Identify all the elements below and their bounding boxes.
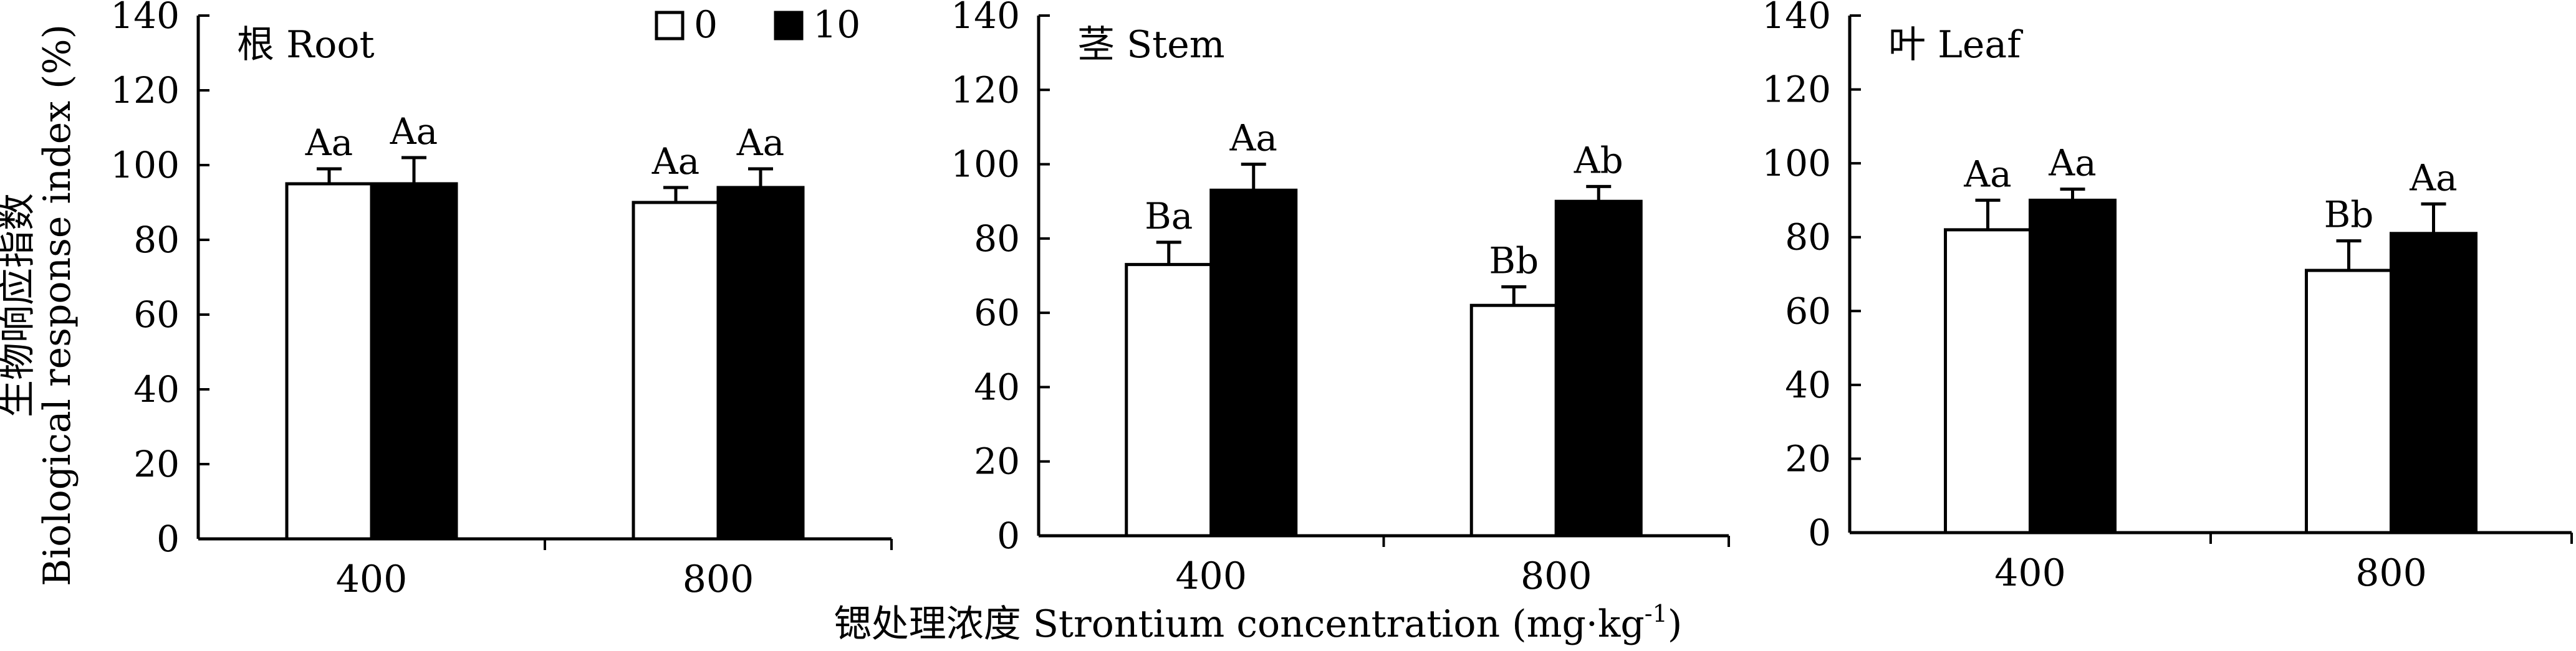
legend-swatch-10 <box>774 11 804 40</box>
significance-letter: Aa <box>2048 142 2096 184</box>
significance-letter: Aa <box>2409 156 2457 199</box>
y-tick-label: 40 <box>133 368 180 411</box>
x-axis-label-main: 锶处理浓度 Strontium concentration (mg·kg <box>834 602 1645 646</box>
bar <box>1125 263 1213 538</box>
y-tick-label: 100 <box>951 143 1020 186</box>
significance-letter: Aa <box>1963 153 2011 195</box>
legend-label: 0 <box>694 3 718 47</box>
bar <box>632 201 720 541</box>
y-tick-label: 60 <box>133 293 180 336</box>
significance-letter: Aa <box>736 121 784 164</box>
x-axis-label: 锶处理浓度 Strontium concentration (mg·kg-1) <box>834 600 1682 646</box>
bar <box>285 182 373 541</box>
panel-2: 0 20 40 60 80 100 120 140 400 Ba Aa 800 Bb Ab 茎 Stem <box>951 0 1730 598</box>
significance-letter: Aa <box>305 121 353 164</box>
bar <box>716 186 805 541</box>
legend: 0 10 <box>655 3 860 47</box>
bar <box>370 182 458 541</box>
y-tick-label: 140 <box>1762 0 1831 37</box>
y-tick-label: 60 <box>1785 290 1831 332</box>
x-tick-label: 800 <box>1521 554 1592 598</box>
y-tick-label: 120 <box>110 69 180 112</box>
significance-letter: Aa <box>1229 117 1277 159</box>
panel-3: 0 20 40 60 80 100 120 140 400 Aa Aa 800 Bb Aa 叶 Leaf <box>1762 0 2573 595</box>
y-tick-label: 100 <box>1762 142 1831 184</box>
panel-title: 根 Root <box>237 23 375 67</box>
y-tick-label: 140 <box>951 0 1020 37</box>
x-axis-label-superscript: -1 <box>1645 600 1668 627</box>
legend-label: 10 <box>813 3 860 47</box>
significance-letter: Ab <box>1574 139 1623 181</box>
bar <box>1209 188 1298 538</box>
legend-swatch-0 <box>655 11 685 40</box>
y-tick-label: 40 <box>974 366 1020 408</box>
y-axis-label-en: Biological response index (%) <box>36 24 79 586</box>
y-tick-label: 120 <box>1762 69 1831 111</box>
significance-letter: Aa <box>390 110 438 153</box>
y-tick-label: 0 <box>1808 511 1831 554</box>
y-axis-label-zh: 生物响应指数 <box>0 193 39 417</box>
x-axis-label-tail: ) <box>1668 602 1682 646</box>
y-tick-label: 0 <box>156 518 180 560</box>
panel-title: 茎 Stem <box>1077 23 1225 67</box>
y-tick-label: 140 <box>110 0 180 37</box>
y-tick-label: 80 <box>1785 216 1831 259</box>
y-tick-label: 20 <box>1785 437 1831 480</box>
bar <box>2305 268 2393 535</box>
bar <box>2390 232 2477 535</box>
bar <box>1944 228 2032 535</box>
bar <box>1554 199 1643 538</box>
y-tick-label: 0 <box>997 515 1020 557</box>
y-tick-label: 20 <box>974 440 1020 483</box>
bar <box>2029 198 2117 535</box>
significance-letter: Aa <box>651 140 699 183</box>
significance-letter: Bb <box>1489 239 1539 282</box>
x-tick-label: 400 <box>1175 554 1247 598</box>
significance-letter: Bb <box>2324 194 2374 236</box>
y-tick-label: 20 <box>133 443 180 485</box>
x-tick-label: 800 <box>2355 551 2427 595</box>
x-tick-label: 800 <box>683 558 754 601</box>
bar <box>1469 303 1558 538</box>
y-tick-label: 60 <box>974 292 1020 334</box>
significance-letter: Ba <box>1145 195 1193 237</box>
y-tick-label: 40 <box>1785 364 1831 406</box>
x-tick-label: 400 <box>336 558 408 601</box>
panel-title: 叶 Leaf <box>1888 23 2023 67</box>
y-tick-label: 120 <box>951 69 1020 111</box>
x-tick-label: 400 <box>1994 551 2066 595</box>
y-axis-label: 生物响应指数 Biological response index (%) <box>0 24 79 586</box>
y-tick-label: 100 <box>110 144 180 186</box>
y-tick-label: 80 <box>133 219 180 261</box>
y-tick-label: 80 <box>974 217 1020 260</box>
